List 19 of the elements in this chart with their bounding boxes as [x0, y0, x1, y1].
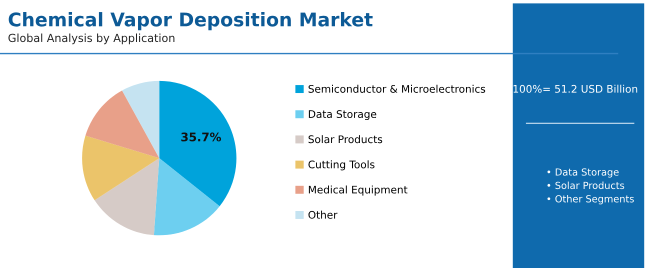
data-label: 35.7%: [181, 132, 222, 142]
legend-label: Solar Products: [308, 135, 382, 144]
chart-title: Chemical Vapor Deposition Market: [8, 12, 373, 30]
legend-label: Data Storage: [308, 110, 376, 120]
text: • Data Storage: [547, 168, 619, 178]
pie-slice: [122, 80, 160, 158]
chart-subtitle: Global Analysis by Application: [8, 34, 174, 44]
pie-slice: [154, 158, 220, 236]
pie-slice: [159, 80, 236, 206]
text: • Other Segments: [547, 194, 634, 204]
pie-slice: [85, 90, 160, 158]
legend-label: Medical Equipment: [308, 186, 408, 196]
legend-label: Semiconductor & Microelectronics: [308, 84, 486, 93]
text: • Solar Products: [547, 182, 624, 190]
pie-slice: [82, 136, 160, 200]
text: 100%= 51.2 USD Billion: [514, 84, 638, 93]
legend-label: Cutting Tools: [308, 160, 374, 170]
pie-slice: [94, 158, 160, 236]
legend-label: Other: [308, 210, 338, 219]
